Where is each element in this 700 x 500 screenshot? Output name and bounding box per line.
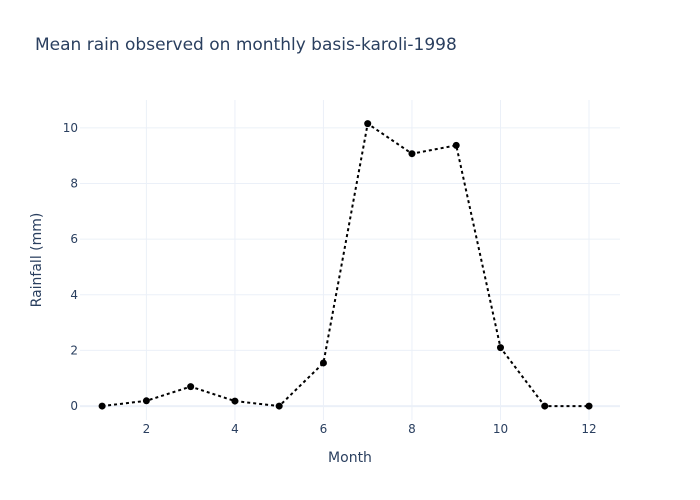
y-tick-label: 2: [70, 343, 78, 357]
data-point[interactable]: [187, 383, 195, 391]
data-point[interactable]: [364, 120, 372, 128]
tick-labels: 2 4 6 8 10 12 0 2 4 6 8 10: [63, 121, 597, 436]
y-tick-label: 6: [70, 232, 78, 246]
data-point[interactable]: [452, 141, 460, 149]
chart-title: Mean rain observed on monthly basis-karo…: [35, 35, 457, 55]
data-point[interactable]: [275, 402, 283, 410]
y-tick-label: 0: [70, 399, 78, 413]
x-tick-label: 10: [493, 422, 508, 436]
x-axis-label: Month: [328, 450, 372, 466]
y-tick-label: 10: [63, 121, 78, 135]
data-point[interactable]: [408, 150, 416, 158]
data-point[interactable]: [142, 397, 150, 405]
grid-layer: [80, 100, 620, 420]
series-layer: [98, 120, 593, 410]
x-tick-label: 12: [581, 422, 596, 436]
x-tick-label: 4: [231, 422, 239, 436]
y-tick-label: 4: [70, 288, 78, 302]
x-tick-label: 2: [143, 422, 151, 436]
series-line: [102, 121, 590, 408]
data-point[interactable]: [231, 397, 239, 405]
x-tick-label: 6: [320, 422, 328, 436]
y-axis-label: Rainfall (mm): [29, 213, 45, 308]
x-tick-label: 8: [408, 422, 416, 436]
data-point[interactable]: [98, 402, 106, 410]
data-point[interactable]: [319, 359, 327, 367]
data-point[interactable]: [585, 402, 593, 410]
y-tick-label: 8: [70, 176, 78, 190]
data-point[interactable]: [541, 402, 549, 410]
data-point[interactable]: [496, 344, 504, 352]
